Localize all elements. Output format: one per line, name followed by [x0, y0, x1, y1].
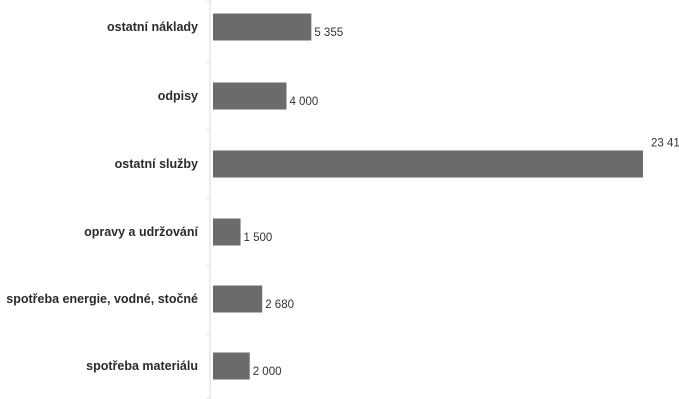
bar [213, 150, 643, 178]
data-label: 1 500 [244, 232, 273, 244]
data-label: 5 355 [314, 27, 343, 39]
bar [213, 285, 263, 313]
data-label: 4 000 [289, 96, 318, 108]
bar [213, 13, 312, 41]
bar [213, 352, 250, 380]
bar [213, 82, 287, 110]
category-label: opravy a udržování [84, 225, 198, 239]
data-label: 2 680 [265, 299, 294, 311]
category-label: spotřeba energie, vodné, stočné [6, 292, 198, 306]
category-label: ostatní náklady [107, 20, 198, 34]
data-label: 23 414 [651, 138, 679, 150]
bar [213, 218, 241, 246]
category-label: ostatní služby [115, 157, 198, 171]
category-ticks [206, 0, 210, 399]
bar-rows: ostatní náklady 5 355 odpisy 4 000 ostatní s… [6, 13, 679, 380]
category-label: odpisy [158, 89, 198, 103]
data-label: 2 000 [253, 366, 282, 378]
category-label: spotřeba materiálu [86, 359, 198, 373]
